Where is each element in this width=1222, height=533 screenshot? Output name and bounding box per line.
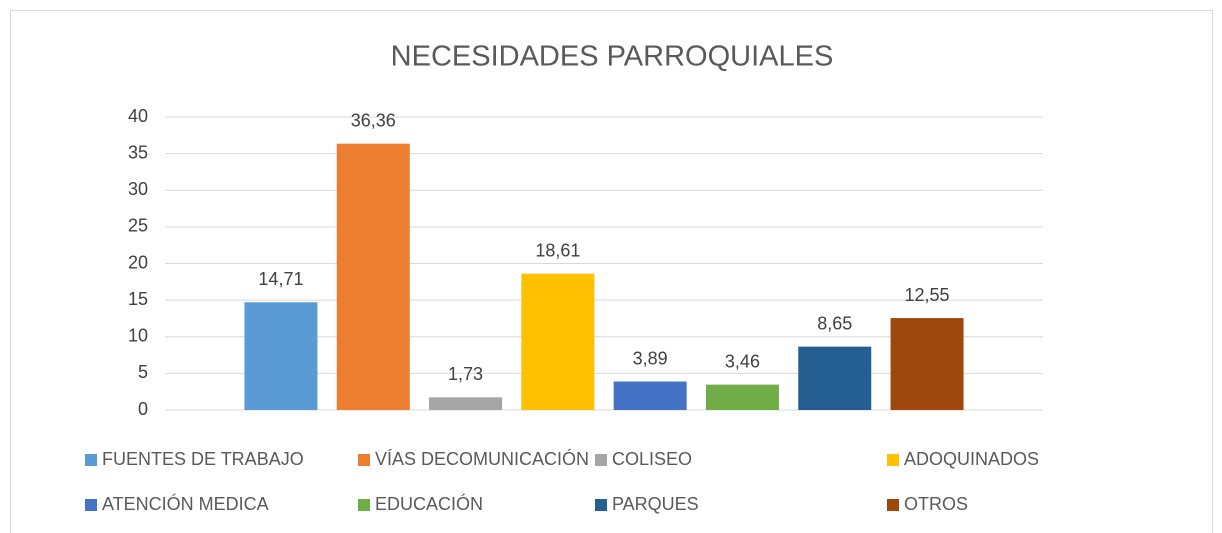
data-label: 8,65 (817, 313, 852, 333)
legend-swatch (358, 499, 370, 511)
bar (705, 384, 779, 410)
bar (336, 143, 410, 410)
legend-swatch (887, 454, 899, 466)
data-label: 18,61 (535, 240, 580, 260)
legend-label: FUENTES DE TRABAJO (102, 449, 304, 469)
data-label: 36,36 (351, 110, 396, 130)
chart-title: NECESIDADES PARROQUIALES (391, 41, 834, 73)
bar (798, 346, 872, 410)
chart-border (10, 10, 1213, 533)
data-label: 3,89 (633, 348, 668, 368)
legend-swatch (595, 454, 607, 466)
bar (429, 397, 503, 410)
bar (244, 302, 318, 410)
legend-swatch (595, 499, 607, 511)
legend-label: ATENCIÓN MEDICA (102, 493, 269, 514)
legend-swatch (85, 499, 97, 511)
y-tick-label: 25 (128, 216, 148, 236)
bar (613, 381, 687, 410)
legend-label: EDUCACIÓN (375, 493, 483, 514)
legend-swatch (358, 454, 370, 466)
y-tick-label: 20 (128, 252, 148, 272)
data-label: 12,55 (905, 285, 950, 305)
y-tick-label: 40 (128, 106, 148, 126)
legend-label: COLISEO (612, 449, 692, 469)
y-tick-label: 35 (128, 142, 148, 162)
y-tick-label: 10 (128, 326, 148, 346)
y-tick-label: 15 (128, 289, 148, 309)
data-label: 1,73 (448, 364, 483, 384)
y-tick-label: 5 (138, 362, 148, 382)
legend-label: OTROS (904, 494, 968, 514)
bar (890, 318, 964, 410)
bar (521, 273, 595, 410)
legend-label: VÍAS DECOMUNICACIÓN (375, 448, 589, 469)
legend-swatch (887, 499, 899, 511)
data-label: 14,71 (258, 269, 303, 289)
y-tick-label: 30 (128, 179, 148, 199)
legend-swatch (85, 454, 97, 466)
legend-label: ADOQUINADOS (904, 449, 1039, 469)
data-label: 3,46 (725, 351, 760, 371)
legend-label: PARQUES (612, 494, 699, 514)
y-tick-label: 0 (138, 399, 148, 419)
